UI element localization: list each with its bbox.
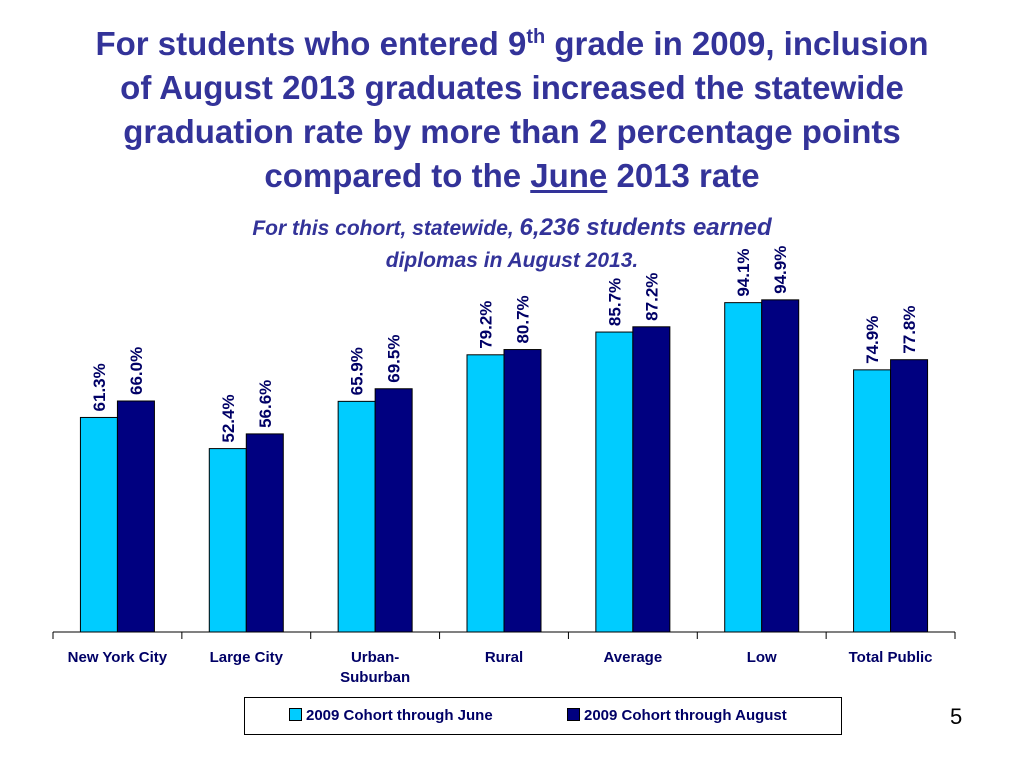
bar-august-low (761, 299, 800, 633)
value-label-june-new-york-city: 61.3% (90, 363, 109, 411)
bar-august-large-city (245, 433, 284, 633)
subtitle-part-b: 6,236 students earned (519, 214, 772, 241)
bar-august-total-public (890, 359, 929, 633)
value-label-june-rural: 79.2% (477, 301, 496, 349)
value-label-june-large-city: 52.4% (219, 394, 238, 442)
value-label-august-large-city: 56.6% (256, 380, 275, 428)
value-label-august-average: 87.2% (642, 273, 661, 321)
legend-swatch-august (567, 707, 580, 721)
subtitle-part-a: For this cohort, statewide, (252, 217, 520, 240)
title-underlined-june: June (530, 157, 608, 194)
value-label-june-urban-suburban: 65.9% (348, 347, 367, 395)
value-label-august-urban-suburban: 69.5% (385, 335, 404, 383)
category-label-low: Low (747, 649, 777, 666)
bar-august-rural (503, 349, 542, 633)
chart-legend: 2009 Cohort through June 2009 Cohort thr… (244, 697, 842, 735)
title-superscript: th (526, 26, 546, 48)
category-label-total-public: Total Public (849, 649, 933, 666)
legend-swatch-june (289, 707, 302, 721)
title-line4-a: compared to the (264, 157, 531, 194)
bar-june-large-city (208, 448, 247, 633)
value-label-august-rural: 80.7% (514, 295, 533, 343)
value-label-august-total-public: 77.8% (900, 305, 919, 353)
title-line4-b: 2013 rate (607, 157, 760, 194)
value-label-june-average: 85.7% (605, 278, 624, 326)
value-label-august-new-york-city: 66.0% (127, 347, 146, 395)
bar-august-new-york-city (116, 400, 155, 633)
bars-group (79, 299, 929, 633)
x-axis (52, 631, 956, 639)
page-number: 5 (950, 704, 963, 729)
bar-june-low (724, 302, 763, 633)
subtitle-part-c: diplomas in August 2013. (385, 249, 639, 272)
value-labels-group: 61.3% 66.0% 52.4% 56.6% 65.9% 69.5% 79.2% 80.7%… (90, 246, 919, 443)
category-label-rural: Rural (485, 649, 523, 666)
legend-item-june: 2009 Cohort through June (289, 707, 493, 724)
bar-june-rural (466, 354, 505, 633)
title-line1-a: For students who entered 9 (95, 25, 527, 62)
category-label-new-york-city: New York City (68, 649, 168, 666)
category-label-large-city: Large City (210, 649, 284, 666)
slide-title: For students who entered 9th grade in 20… (20, 22, 1004, 198)
legend-label-august: 2009 Cohort through August (584, 707, 787, 724)
bar-june-urban-suburban (337, 400, 376, 633)
value-label-june-total-public: 74.9% (863, 316, 882, 364)
title-line2: of August 2013 graduates increased the s… (120, 69, 904, 106)
title-line3: graduation rate by more than 2 percentag… (123, 113, 901, 150)
bar-august-urban-suburban (374, 388, 413, 633)
bar-june-average (595, 331, 634, 633)
title-line1-b: grade in 2009, inclusion (545, 25, 929, 62)
category-labels-group: New York City Large City Urban-Suburban Rur… (68, 649, 933, 686)
bar-august-average (632, 326, 671, 633)
value-label-august-low: 94.9% (771, 246, 790, 294)
slide-subtitle: For this cohort, statewide, 6,236 studen… (150, 212, 874, 277)
value-label-june-low: 94.1% (734, 248, 753, 296)
bar-june-total-public (853, 369, 892, 633)
legend-label-june: 2009 Cohort through June (306, 707, 493, 724)
category-label-average: Average (604, 649, 663, 666)
category-label-urban-suburban: Urban-Suburban (340, 649, 410, 686)
legend-item-august: 2009 Cohort through August (567, 707, 787, 724)
bar-june-new-york-city (79, 416, 118, 633)
